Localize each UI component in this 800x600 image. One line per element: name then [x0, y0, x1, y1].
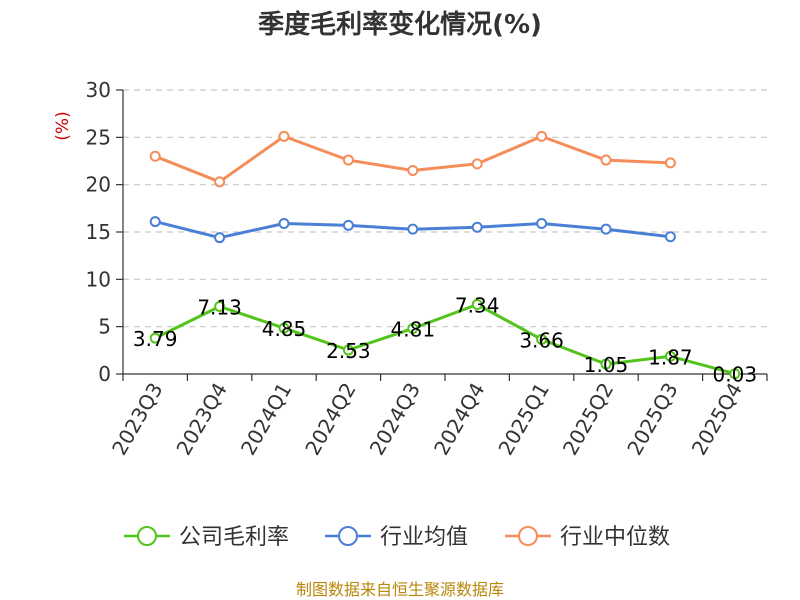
data-point[interactable]: [149, 216, 161, 228]
x-tick-label: 2023Q4: [171, 379, 231, 460]
data-point[interactable]: [536, 217, 548, 229]
data-point[interactable]: [729, 368, 741, 380]
y-tick-label: 25: [86, 125, 111, 149]
data-point[interactable]: [214, 301, 226, 313]
y-tick-label: 20: [86, 173, 111, 197]
legend-label: 行业均值: [380, 525, 468, 550]
legend-item[interactable]: 行业均值: [325, 525, 468, 550]
x-tick-label: 2024Q2: [300, 379, 360, 460]
data-label: 1.05: [584, 353, 629, 377]
data-point[interactable]: [342, 344, 354, 356]
data-point[interactable]: [407, 223, 419, 235]
legend-label: 公司毛利率: [179, 525, 289, 550]
grid-lines: [123, 89, 767, 328]
legend-label: 行业中位数: [560, 525, 670, 550]
series-1: [149, 216, 676, 244]
data-label: 4.81: [391, 317, 436, 341]
data-labels: 3.79 7.13 4.85 2.53 4.81 7.34 3.66 1.05 1.87 0.03: [133, 294, 757, 387]
data-point[interactable]: [664, 157, 676, 169]
legend-item[interactable]: 行业中位数: [505, 525, 670, 550]
data-point[interactable]: [664, 231, 676, 243]
data-point[interactable]: [600, 223, 612, 235]
data-point[interactable]: [600, 358, 612, 370]
legend-swatch-marker: [518, 526, 538, 546]
data-point[interactable]: [536, 130, 548, 142]
series-group: [149, 130, 741, 380]
y-tick-label: 15: [86, 220, 111, 244]
y-axis-unit: (%): [53, 111, 73, 140]
legend[interactable]: 公司毛利率 行业均值 行业中位数: [124, 525, 670, 550]
data-point[interactable]: [407, 164, 419, 176]
data-point[interactable]: [278, 130, 290, 142]
source-note: 制图数据来自恒生聚源数据库: [296, 580, 504, 599]
legend-swatch-marker: [137, 526, 157, 546]
chart-title: 季度毛利率变化情况(%): [258, 9, 542, 40]
data-label: 3.66: [519, 328, 564, 352]
data-label: 3.79: [133, 327, 178, 351]
x-tick-label: 2024Q1: [236, 379, 296, 460]
data-point[interactable]: [471, 158, 483, 170]
legend-swatch-marker: [338, 526, 358, 546]
data-point[interactable]: [278, 217, 290, 229]
data-point[interactable]: [149, 332, 161, 344]
data-point[interactable]: [278, 322, 290, 334]
data-label: 1.87: [648, 345, 693, 369]
series-0: [149, 299, 741, 380]
x-tick-label: 2025Q4: [687, 379, 747, 460]
x-tick-label: 2024Q3: [365, 379, 425, 460]
legend-item[interactable]: 公司毛利率: [124, 525, 289, 550]
x-tick-label: 2025Q3: [622, 379, 682, 460]
y-tick-label: 30: [86, 78, 111, 102]
data-point[interactable]: [600, 154, 612, 166]
data-label: 0.03: [713, 363, 758, 387]
data-point[interactable]: [342, 154, 354, 166]
data-label: 7.13: [197, 296, 242, 320]
data-point[interactable]: [214, 176, 226, 188]
data-point[interactable]: [471, 299, 483, 311]
series-2: [149, 130, 676, 188]
data-point[interactable]: [214, 232, 226, 244]
data-point[interactable]: [536, 333, 548, 345]
data-point[interactable]: [664, 350, 676, 362]
x-tick-label: 2025Q1: [493, 379, 553, 460]
y-tick-label: 10: [86, 267, 111, 291]
data-label: 2.53: [326, 339, 371, 363]
data-point[interactable]: [342, 219, 354, 231]
x-tick-label: 2024Q4: [429, 379, 489, 460]
data-point[interactable]: [471, 221, 483, 233]
y-tick-label: 5: [98, 315, 111, 339]
data-point[interactable]: [407, 322, 419, 334]
data-label: 4.85: [262, 317, 307, 341]
data-point[interactable]: [149, 150, 161, 162]
x-tick-label: 2023Q3: [107, 379, 167, 460]
y-tick-label: 0: [98, 362, 111, 386]
x-tick-label: 2025Q2: [558, 379, 618, 460]
data-label: 7.34: [455, 294, 500, 318]
series-line: [154, 303, 736, 376]
